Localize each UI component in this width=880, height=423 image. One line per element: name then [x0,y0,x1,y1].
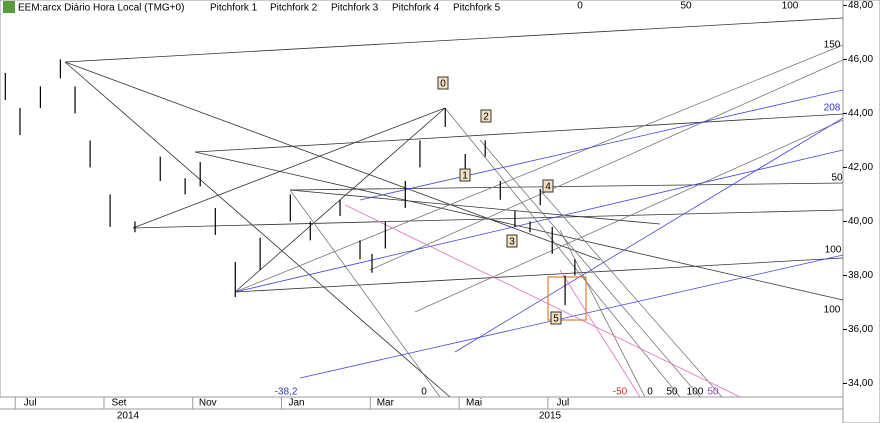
price-axis [842,0,880,423]
wave-box [506,234,518,248]
x-tick-label: Jul [24,398,37,409]
pitchfork-level: 150 [824,40,841,51]
pitchfork-level: 100 [687,387,704,398]
wave-box [459,168,471,182]
y-tick-label: 44,00 [848,108,873,119]
logo [3,1,15,13]
year-label: 2015 [539,411,562,422]
pitchforks [64,17,844,398]
wave-box [542,179,554,193]
pitchfork-level: 0 [577,1,583,12]
wave-label: 3 [509,237,515,248]
plot-area [0,0,844,398]
tool-label[interactable]: Pitchfork 4 [392,3,440,14]
y-tick-label: 46,00 [848,54,873,65]
pitchfork-level: 50 [680,1,692,12]
y-tick-label: 34,00 [848,378,873,389]
symbol-label[interactable]: EEM:arcx Diário Hora Local (TMG+0) [18,3,184,14]
year-label: 2014 [117,411,140,422]
tool-label[interactable]: Pitchfork 1 [210,3,258,14]
y-tick-label: 48,00 [848,0,873,11]
x-tick-label: Jul [556,398,569,409]
pitchfork-level: 50 [707,387,719,398]
pitchfork-level: 100 [824,305,841,316]
y-tick-label: 42,00 [848,162,873,173]
wave-label: 5 [553,314,559,325]
wave-label: 0 [440,79,446,90]
x-tick-label: Mar [377,398,395,409]
x-tick-label: Mai [466,398,482,409]
y-tick-label: 36,00 [848,324,873,335]
pitchfork-level: 0 [421,387,427,398]
x-tick-label: Jan [288,398,304,409]
tool-label[interactable]: Pitchfork 2 [270,3,318,14]
pitchfork-level: 0 [647,387,653,398]
x-tick-label: Set [111,398,126,409]
y-tick-label: 38,00 [848,270,873,281]
toolbar: EEM:arcx Diário Hora Local (TMG+0) Pitch… [3,1,501,14]
wave-box [550,311,562,325]
wave-label: 4 [545,182,551,193]
x-tick-label: Nov [199,398,217,409]
pitchfork-level: 208 [824,103,841,114]
tool-label[interactable]: Pitchfork 5 [453,3,501,14]
pitchfork-level: 100 [825,245,842,256]
wave-label: 2 [483,112,489,123]
pitchfork-level: -50 [613,387,628,398]
pitchfork-level: -38,2 [275,387,298,398]
pitchfork-level: 50 [666,387,678,398]
wave-box [480,109,492,123]
pitchfork-level: 50 [831,173,843,184]
pitchfork-level: 100 [782,1,799,12]
wave-label: 1 [462,171,468,182]
y-tick-label: 40,00 [848,216,873,227]
tool-label[interactable]: Pitchfork 3 [331,3,379,14]
wave-box [437,76,449,90]
